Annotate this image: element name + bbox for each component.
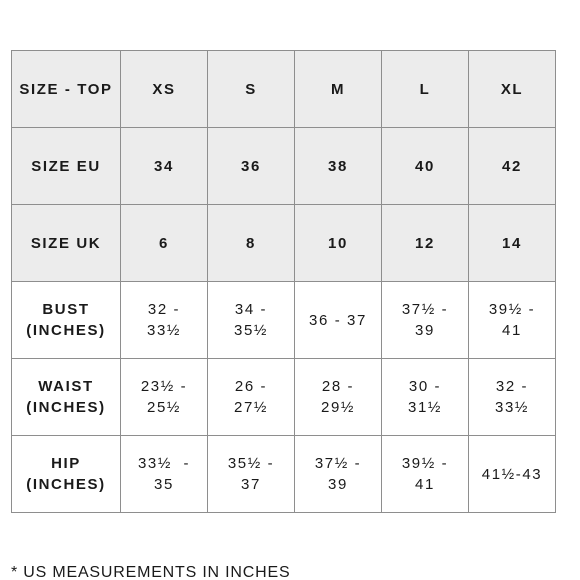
value-line: 39½ - <box>488 301 536 318</box>
value-line: 30 - <box>408 378 442 395</box>
uk-cell-xl: 14 <box>468 204 556 282</box>
size-cell-xl: XL <box>468 50 556 128</box>
waist-row: WAIST (INCHES) 23½ - 25½ 26 - 27½ 28 - 2… <box>11 358 556 436</box>
row-label-line: BUST <box>42 301 90 318</box>
row-label-hip: HIP (INCHES) <box>11 435 121 513</box>
size-cell-s: S <box>207 50 295 128</box>
bust-cell-s: 34 - 35½ <box>207 281 295 359</box>
measurement-footnote: * US MEASUREMENTS IN INCHES <box>11 564 291 580</box>
value-line: 41 <box>502 322 522 339</box>
hip-cell-l: 39½ - 41 <box>381 435 469 513</box>
value-line: 27½ <box>234 399 268 416</box>
size-cell-l: L <box>381 50 469 128</box>
value-line: 41½-43 <box>481 465 543 483</box>
value-line: 41 <box>415 476 435 493</box>
size-eu-row: SIZE EU 34 36 38 40 42 <box>11 127 556 205</box>
size-cell-m: M <box>294 50 382 128</box>
row-label-bust: BUST (INCHES) <box>11 281 121 359</box>
value-line: 28 - <box>321 378 355 395</box>
bust-cell-xl: 39½ - 41 <box>468 281 556 359</box>
waist-cell-l: 30 - 31½ <box>381 358 469 436</box>
hip-cell-xs: 33½ - 35 <box>120 435 208 513</box>
value-line: 39½ - <box>401 455 449 472</box>
row-label-line: HIP <box>51 455 81 472</box>
value-line: 31½ <box>408 399 442 416</box>
bust-cell-l: 37½ - 39 <box>381 281 469 359</box>
row-label-size-eu: SIZE EU <box>11 127 121 205</box>
value-line: 35 <box>154 476 174 493</box>
value-line: 32 - <box>147 301 181 318</box>
value-line: 32 - <box>495 378 529 395</box>
value-line: 39 <box>415 322 435 339</box>
size-chart-table: SIZE - TOP XS S M L XL SIZE EU 34 36 38 … <box>11 50 556 513</box>
value-line: 29½ <box>321 399 355 416</box>
row-label-size-top: SIZE - TOP <box>11 50 121 128</box>
uk-cell-xs: 6 <box>120 204 208 282</box>
hip-cell-xl: 41½-43 <box>468 435 556 513</box>
value-line: 33½ <box>495 399 529 416</box>
row-label-unit: (INCHES) <box>26 476 106 493</box>
eu-cell-m: 38 <box>294 127 382 205</box>
uk-cell-l: 12 <box>381 204 469 282</box>
hip-row: HIP (INCHES) 33½ - 35 35½ - 37 37½ - 39 … <box>11 435 556 513</box>
waist-cell-s: 26 - 27½ <box>207 358 295 436</box>
eu-cell-xs: 34 <box>120 127 208 205</box>
eu-cell-xl: 42 <box>468 127 556 205</box>
value-line: 33½ - <box>137 455 191 472</box>
value-line: 37½ - <box>401 301 449 318</box>
value-line: 35½ - <box>227 455 275 472</box>
size-cell-xs: XS <box>120 50 208 128</box>
row-label-unit: (INCHES) <box>26 399 106 416</box>
value-line: 37½ - <box>314 455 362 472</box>
row-label-unit: (INCHES) <box>26 322 106 339</box>
row-label-line: WAIST <box>38 378 94 395</box>
waist-cell-m: 28 - 29½ <box>294 358 382 436</box>
row-label-size-uk: SIZE UK <box>11 204 121 282</box>
value-line: 23½ - <box>140 378 188 395</box>
value-line: 26 - <box>234 378 268 395</box>
eu-cell-s: 36 <box>207 127 295 205</box>
waist-cell-xl: 32 - 33½ <box>468 358 556 436</box>
uk-cell-m: 10 <box>294 204 382 282</box>
bust-cell-xs: 32 - 33½ <box>120 281 208 359</box>
value-line: 37 <box>241 476 261 493</box>
uk-cell-s: 8 <box>207 204 295 282</box>
row-label-waist: WAIST (INCHES) <box>11 358 121 436</box>
size-uk-row: SIZE UK 6 8 10 12 14 <box>11 204 556 282</box>
eu-cell-l: 40 <box>381 127 469 205</box>
value-line: 39 <box>328 476 348 493</box>
value-line: 35½ <box>234 322 268 339</box>
hip-cell-m: 37½ - 39 <box>294 435 382 513</box>
value-line: 33½ <box>147 322 181 339</box>
bust-cell-m: 36 - 37 <box>294 281 382 359</box>
waist-cell-xs: 23½ - 25½ <box>120 358 208 436</box>
hip-cell-s: 35½ - 37 <box>207 435 295 513</box>
bust-row: BUST (INCHES) 32 - 33½ 34 - 35½ 36 - 37 … <box>11 281 556 359</box>
size-top-row: SIZE - TOP XS S M L XL <box>11 50 556 128</box>
value-line: 36 - 37 <box>309 311 367 329</box>
value-line: 34 - <box>234 301 268 318</box>
value-line: 25½ <box>147 399 181 416</box>
